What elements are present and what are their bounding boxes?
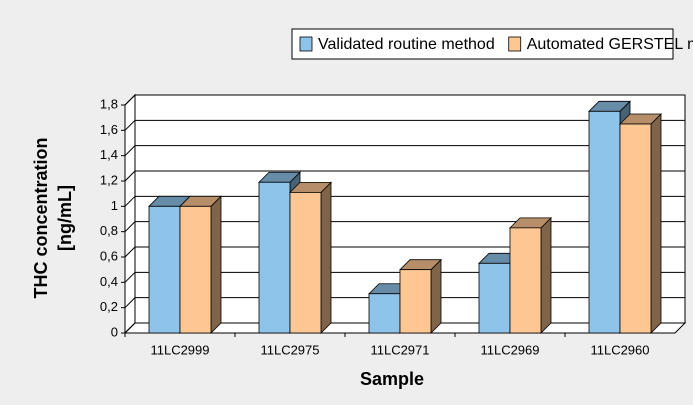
grid-line bbox=[124, 221, 685, 233]
bar bbox=[368, 293, 401, 334]
bar bbox=[148, 205, 181, 334]
grid-line bbox=[124, 195, 685, 207]
y-tick-label: 1,6 bbox=[100, 122, 118, 137]
legend-swatch bbox=[299, 36, 313, 52]
y-axis-title-line: [ng/mL] bbox=[55, 185, 75, 251]
x-axis-title: Sample bbox=[360, 369, 424, 389]
y-axis-title: THC concentration [ng/mL] bbox=[31, 137, 75, 298]
bar-side bbox=[430, 258, 442, 334]
grid-line bbox=[124, 119, 685, 131]
y-axis-title-line: THC concentration bbox=[31, 137, 51, 298]
y-tick-label: 0,2 bbox=[100, 299, 118, 314]
y-tick-label: 1,4 bbox=[100, 147, 118, 162]
bar bbox=[619, 123, 652, 334]
x-tick-label: 11LC2999 bbox=[150, 342, 209, 357]
y-tick-label: 0,8 bbox=[100, 223, 118, 238]
bar-side bbox=[650, 113, 662, 334]
bar bbox=[478, 262, 511, 334]
legend-box bbox=[291, 28, 674, 60]
x-tick-label: 11LC2971 bbox=[370, 342, 429, 357]
bar bbox=[588, 110, 621, 334]
legend-label: Automated GERSTEL method bbox=[527, 36, 693, 53]
side-wall bbox=[124, 93, 136, 335]
legend-swatch bbox=[508, 36, 522, 52]
bar-side bbox=[540, 216, 552, 334]
y-tick-label: 1,2 bbox=[100, 172, 118, 187]
legend-label: Validated routine method bbox=[318, 36, 495, 53]
grid-line bbox=[124, 246, 685, 258]
y-tick-label: 0,6 bbox=[100, 248, 118, 263]
bar-side bbox=[210, 195, 222, 334]
y-tick-label: 0,4 bbox=[100, 274, 118, 289]
bar bbox=[509, 227, 542, 334]
y-tick-label: 1 bbox=[111, 198, 118, 213]
x-tick-label: 11LC2975 bbox=[260, 342, 319, 357]
bar bbox=[179, 205, 212, 334]
bar bbox=[289, 191, 322, 334]
y-tick-label: 0 bbox=[111, 324, 118, 339]
grid-line bbox=[124, 170, 685, 182]
y-tick-label: 1,8 bbox=[100, 96, 118, 111]
grid-line bbox=[124, 94, 685, 106]
x-tick-label: 11LC2969 bbox=[480, 342, 539, 357]
grid-line bbox=[124, 145, 685, 157]
bar-side bbox=[320, 181, 332, 334]
bar bbox=[399, 269, 432, 334]
bar bbox=[258, 181, 291, 334]
x-tick-label: 11LC2960 bbox=[590, 342, 649, 357]
